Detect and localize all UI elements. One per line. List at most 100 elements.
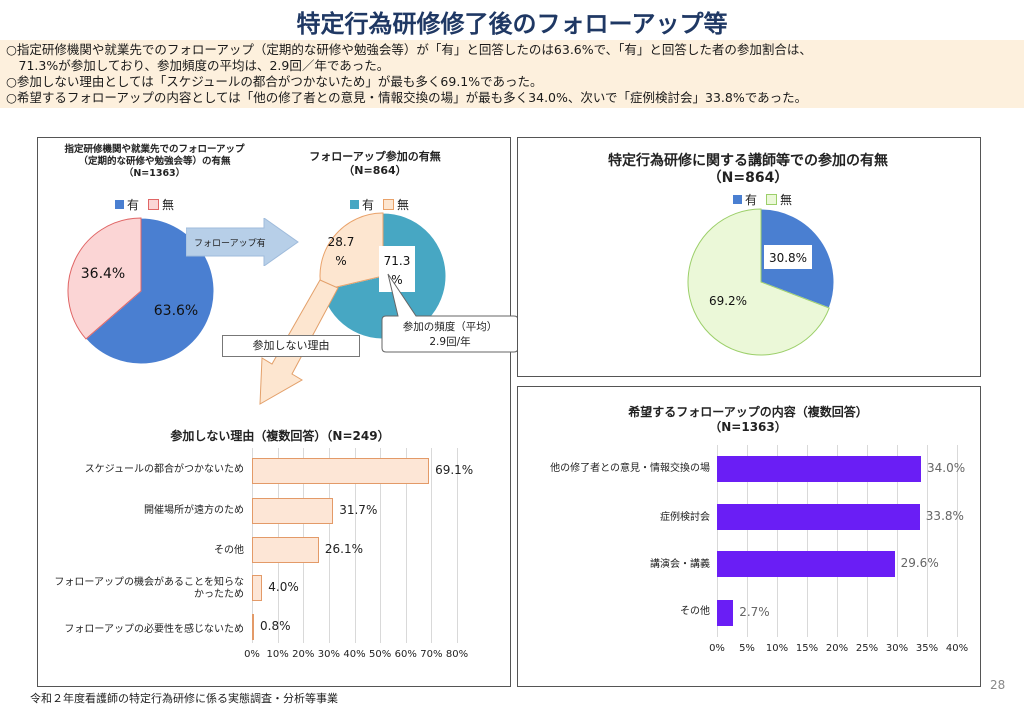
grid-line (747, 445, 748, 637)
grid-line (405, 448, 407, 643)
grid-line (777, 445, 778, 637)
reason-label-1: スケジュールの都合がつかないため (84, 464, 244, 475)
pie3-title-line2: （N=864） (707, 170, 789, 186)
pie1-title: 指定研修機関や就業先でのフォローアップ （定期的な研修や勉強会等）の有無 （N=… (42, 144, 267, 180)
grid-line (431, 448, 433, 643)
legend-swatch-yes (115, 200, 124, 209)
reason-label-4: フォローアップの機会があることを知らな かったため (42, 577, 244, 601)
wish-title-line2: （N=1363） (709, 420, 787, 434)
legend-swatch-no (766, 194, 778, 205)
page-title: 特定行為研修修了後のフォローアップ等 (296, 10, 728, 38)
pie2-legend-no: 無 (397, 198, 410, 212)
bar-4 (717, 600, 734, 626)
pie3-legend-yes: 有 (745, 193, 758, 207)
bar-2 (252, 498, 334, 524)
pie1-title-line1: 指定研修機関や就業先でのフォローアップ (64, 144, 245, 155)
pie1-chart: 63.6% 36.4% (67, 217, 215, 365)
axis-tick-label: 5% (739, 643, 755, 654)
followup-arrow-label: フォローアップ有 (194, 237, 266, 249)
wish-chart-title: 希望するフォローアップの内容（複数回答） （N=1363） (517, 405, 979, 435)
pie2-legend-yes: 有 (362, 198, 375, 212)
wish-label-2: 症例検討会 (660, 512, 710, 523)
followup-arrow: フォローアップ有 (186, 218, 299, 266)
grid-line (867, 445, 868, 637)
summary-bullet-2: 71.3%が参加しており、参加頻度の平均は、2.9回／年であった。 (6, 58, 390, 73)
bar-4 (252, 575, 263, 601)
bar-value-label-3: 29.6% (900, 556, 939, 570)
bar-value-label-1: 69.1% (435, 463, 474, 477)
axis-tick-label: 70% (420, 649, 443, 660)
grid-line (927, 445, 928, 637)
bar-1 (717, 456, 921, 482)
pie2-label-no-unit: % (335, 254, 346, 268)
pie3-legend-no: 無 (780, 193, 793, 207)
reason-label-4-line1: フォローアップの機会があることを知らな (54, 577, 244, 588)
bar-value-label-4: 4.0% (268, 580, 299, 594)
pie3-title: 特定行為研修に関する講師等での参加の有無 （N=864） (517, 153, 979, 187)
pie1-legend-yes: 有 (127, 198, 140, 212)
pie2-title-line2: （N=864） (343, 164, 407, 177)
pie2-label-yes-value: 71.3 (384, 254, 411, 268)
summary-bullet-1: ○指定研修機関や就業先でのフォローアップ（定期的な研修や勉強会等）が「有」と回答… (6, 42, 812, 57)
axis-tick-label: 30% (317, 649, 340, 660)
pie1-title-line3: （N=1363） (123, 168, 186, 179)
callout-line1: 参加の頻度（平均） (403, 320, 498, 333)
axis-tick-label: 80% (445, 649, 469, 660)
pie3-chart: 30.8% 69.2% (687, 208, 835, 356)
grid-line (807, 445, 808, 637)
pie1-legend: 有 無 (115, 196, 174, 213)
pie3-label-box-yes (764, 245, 812, 269)
pie3-slice-no (687, 208, 830, 356)
footer-source: 令和２年度看護師の特定行為研修に係る実態調査・分析等事業 (30, 692, 338, 705)
summary-bullet-4: ○希望するフォローアップの内容としては「他の修了者との意見・情報交換の場」が最も… (6, 90, 808, 105)
pie1-label-yes: 63.6% (154, 303, 198, 319)
pie1-label-no: 36.4% (81, 266, 125, 282)
wish-label-4: その他 (680, 606, 710, 617)
legend-swatch-yes (733, 195, 742, 204)
axis-tick-label: 10% (266, 649, 289, 660)
pie1-slice-no (67, 217, 142, 340)
pie3-label-no: 69.2% (709, 294, 747, 308)
wish-label-3: 講演会・講義 (650, 559, 710, 570)
bar-value-label-2: 33.8% (925, 509, 964, 523)
axis-tick-label: 50% (369, 649, 392, 660)
legend-swatch-no (383, 199, 395, 210)
wish-title-line1: 希望するフォローアップの内容（複数回答） (628, 405, 868, 419)
bar-value-label-4: 2.7% (739, 605, 770, 619)
grid-line (837, 445, 838, 637)
axis-tick-label: 0% (244, 649, 260, 660)
wish-label-1: 他の修了者との意見・情報交換の場 (550, 463, 710, 474)
pie2-title: フォローアップ参加の有無 （N=864） (300, 150, 450, 178)
bar-value-label-3: 26.1% (324, 542, 363, 556)
grid-line (957, 445, 958, 637)
grid-line (717, 445, 718, 637)
reason-label-2: 開催場所が遠方のため (144, 505, 244, 516)
summary-bullet-3: ○参加しない理由としては「スケジュールの都合がつかないため」が最も多く69.1%… (6, 74, 543, 89)
axis-tick-label: 40% (343, 649, 366, 660)
axis-tick-label: 20% (292, 649, 315, 660)
axis-tick-label: 0% (709, 643, 725, 654)
pie2-legend: 有 無 (350, 196, 409, 213)
axis-tick-label: 25% (855, 643, 879, 654)
wish-panel (517, 386, 981, 687)
bar-1 (252, 458, 430, 484)
bar-2 (717, 504, 920, 530)
reason-chart-title: 参加しない理由（複数回答）（N=249） (170, 429, 390, 443)
reason-arrow-label: 参加しない理由 (222, 335, 360, 357)
legend-swatch-no (148, 199, 160, 210)
bar-value-label-2: 31.7% (339, 503, 378, 517)
reason-label-3: その他 (214, 545, 244, 556)
bar-3 (717, 551, 895, 577)
legend-swatch-yes (350, 200, 359, 209)
page-number: 28 (990, 678, 1006, 692)
grid-line (457, 448, 458, 643)
reason-label-5: フォローアップの必要性を感じないため (64, 624, 244, 635)
axis-tick-label: 30% (885, 643, 909, 654)
frequency-callout: 参加の頻度（平均） 2.9回/年 (381, 273, 519, 353)
pie2-label-yes-unit: % (391, 273, 402, 287)
axis-tick-label: 15% (795, 643, 819, 654)
callout-line2: 2.9回/年 (429, 335, 470, 348)
bar-value-label-1: 34.0% (927, 461, 966, 475)
axis-tick-label: 60% (394, 649, 417, 660)
axis-tick-label: 10% (765, 643, 789, 654)
